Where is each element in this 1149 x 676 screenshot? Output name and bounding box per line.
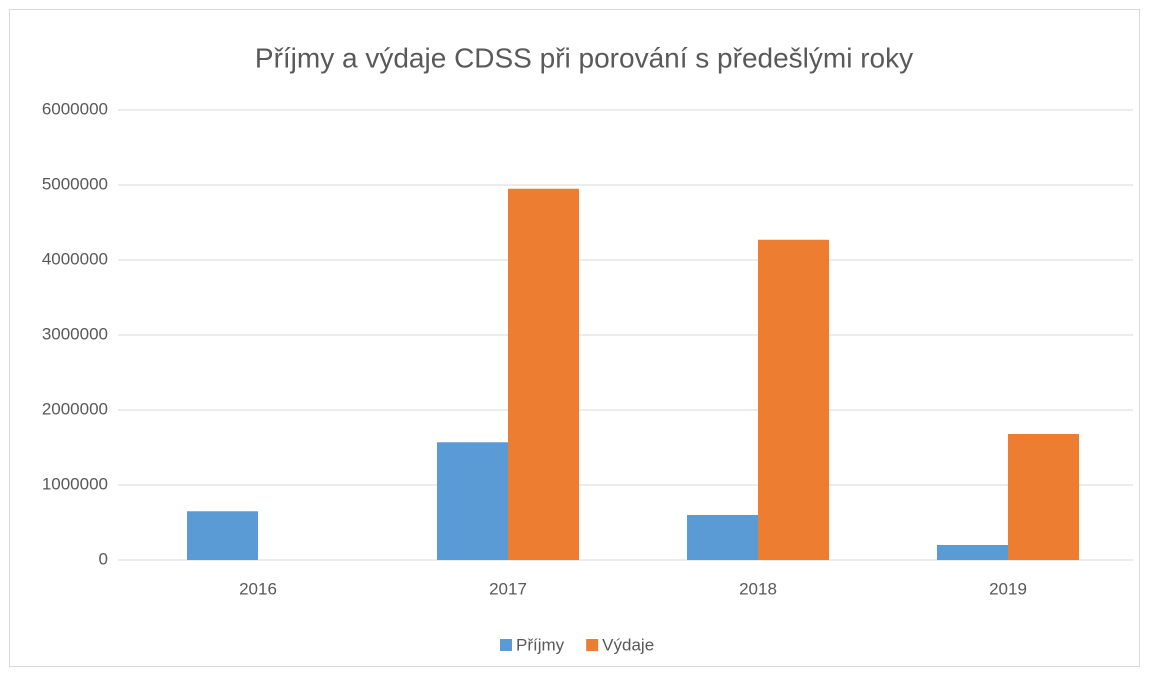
chart-title: Příjmy a výdaje CDSS při porování s před… xyxy=(255,42,913,73)
x-tick-label: 2018 xyxy=(739,579,777,598)
legend-swatch xyxy=(586,639,599,651)
bar xyxy=(508,188,579,560)
bar xyxy=(758,239,829,560)
y-tick-label: 3000000 xyxy=(42,324,108,343)
legend-label: Výdaje xyxy=(602,635,654,654)
bar xyxy=(687,515,758,560)
x-tick-label: 2019 xyxy=(989,579,1027,598)
bar xyxy=(437,442,508,560)
legend-swatch xyxy=(500,639,512,651)
y-tick-label: 1000000 xyxy=(42,474,108,493)
y-tick-label: 2000000 xyxy=(42,399,108,418)
y-tick-label: 6000000 xyxy=(42,99,108,118)
y-tick-label: 5000000 xyxy=(42,174,108,193)
bar xyxy=(1008,434,1079,560)
legend-label: Příjmy xyxy=(516,635,565,654)
x-tick-label: 2016 xyxy=(239,579,277,598)
bar xyxy=(187,511,258,560)
y-tick-label: 4000000 xyxy=(42,249,108,268)
x-tick-label: 2017 xyxy=(489,579,527,598)
bar xyxy=(937,545,1008,560)
y-tick-label: 0 xyxy=(99,549,108,568)
